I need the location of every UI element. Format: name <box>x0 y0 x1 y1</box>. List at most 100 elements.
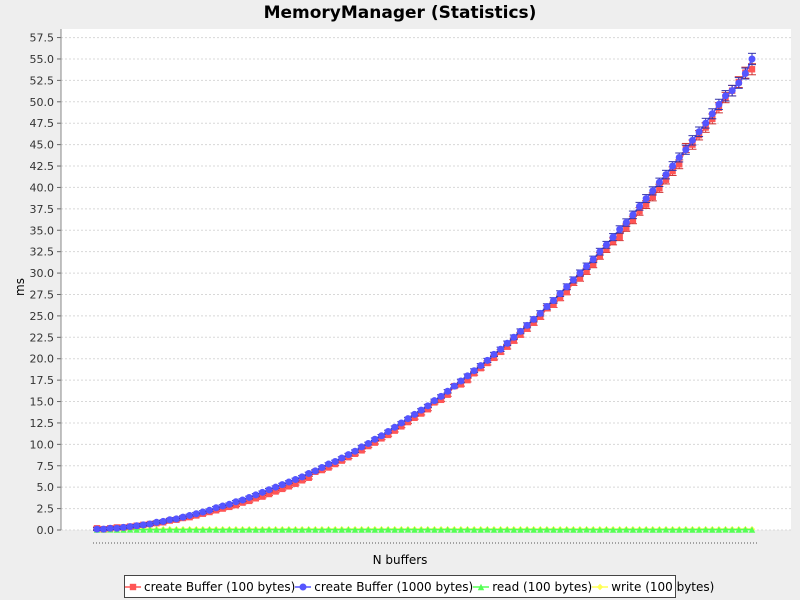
data-point <box>629 216 637 224</box>
data-point <box>358 526 365 533</box>
data-point <box>397 419 405 427</box>
data-point <box>338 526 345 533</box>
data-point <box>166 526 173 533</box>
data-point <box>265 490 273 498</box>
data-point <box>636 202 644 210</box>
data-point <box>285 478 293 486</box>
data-point <box>623 526 630 533</box>
data-point <box>371 435 379 443</box>
data-point <box>351 447 359 455</box>
data-point <box>503 339 511 347</box>
data-point <box>199 508 207 516</box>
triangle-legend-icon <box>473 583 490 590</box>
data-point <box>146 520 154 528</box>
data-point <box>305 469 313 477</box>
data-point <box>669 167 676 175</box>
data-point <box>563 526 570 533</box>
data-point <box>365 526 372 533</box>
data-point <box>173 526 180 533</box>
data-point <box>153 518 161 526</box>
data-point <box>484 526 491 533</box>
data-point <box>226 526 233 533</box>
data-point <box>318 526 326 533</box>
data-point <box>219 526 226 533</box>
data-point <box>133 522 141 530</box>
data-point <box>543 302 551 310</box>
data-point <box>478 583 485 590</box>
data-point <box>404 415 412 423</box>
data-point <box>596 248 604 256</box>
y-tick-label: 5.0 <box>37 481 55 494</box>
data-point <box>603 526 610 533</box>
data-point <box>656 526 663 533</box>
data-point <box>510 526 518 533</box>
data-point <box>312 526 319 533</box>
data-point <box>516 327 524 335</box>
y-tick-label: 45.0 <box>30 139 55 152</box>
data-point <box>119 523 127 531</box>
data-point <box>569 276 577 284</box>
data-point <box>278 481 286 489</box>
data-point <box>411 410 419 418</box>
data-point <box>331 526 339 533</box>
data-point <box>338 454 346 462</box>
data-point <box>464 526 471 533</box>
data-point <box>305 474 312 481</box>
data-point <box>325 460 333 468</box>
data-point <box>232 526 240 533</box>
data-point <box>695 128 703 136</box>
data-point <box>146 526 154 533</box>
data-point <box>391 526 398 533</box>
data-point <box>212 504 220 512</box>
square-legend-icon <box>125 583 141 590</box>
data-point <box>490 526 498 533</box>
y-tick-label: 17.5 <box>30 374 55 387</box>
data-point <box>550 296 558 304</box>
data-point <box>590 526 597 533</box>
data-point <box>576 526 584 533</box>
data-point <box>437 526 445 533</box>
data-point <box>709 526 716 533</box>
data-point <box>424 402 432 410</box>
data-point <box>728 87 736 95</box>
legend-label: read (100 bytes) <box>492 579 593 594</box>
y-tick-label: 10.0 <box>30 438 55 451</box>
data-point <box>166 516 174 524</box>
data-point <box>305 526 312 533</box>
data-point <box>563 283 571 291</box>
data-point <box>583 262 591 270</box>
data-point <box>490 350 498 358</box>
data-point <box>245 493 253 501</box>
data-point <box>358 443 366 451</box>
data-point <box>483 356 491 364</box>
data-point <box>523 321 531 329</box>
data-point <box>126 523 134 531</box>
data-point <box>596 252 604 260</box>
data-point <box>735 526 742 533</box>
y-tick-label: 32.5 <box>30 246 55 259</box>
data-point <box>669 526 676 533</box>
data-point <box>265 526 273 533</box>
data-point <box>616 526 623 533</box>
data-point <box>741 70 749 78</box>
data-point <box>133 526 140 533</box>
data-point <box>642 526 650 533</box>
data-point <box>404 526 412 533</box>
data-point <box>742 526 749 533</box>
legend-label: create Buffer (100 bytes) <box>144 579 296 594</box>
data-point <box>623 224 630 231</box>
data-point <box>596 526 604 533</box>
data-point <box>583 268 590 275</box>
data-point <box>676 526 683 533</box>
data-point <box>530 315 538 323</box>
data-point <box>510 333 518 341</box>
legend-item: create Buffer (100 bytes) <box>125 580 295 594</box>
y-tick-label: 50.0 <box>30 96 55 109</box>
data-point <box>543 526 551 533</box>
data-point <box>702 119 710 127</box>
data-point <box>193 526 200 533</box>
y-tick-label: 12.5 <box>30 417 55 430</box>
data-point <box>106 524 114 532</box>
data-point <box>265 486 273 494</box>
data-point <box>444 526 451 533</box>
